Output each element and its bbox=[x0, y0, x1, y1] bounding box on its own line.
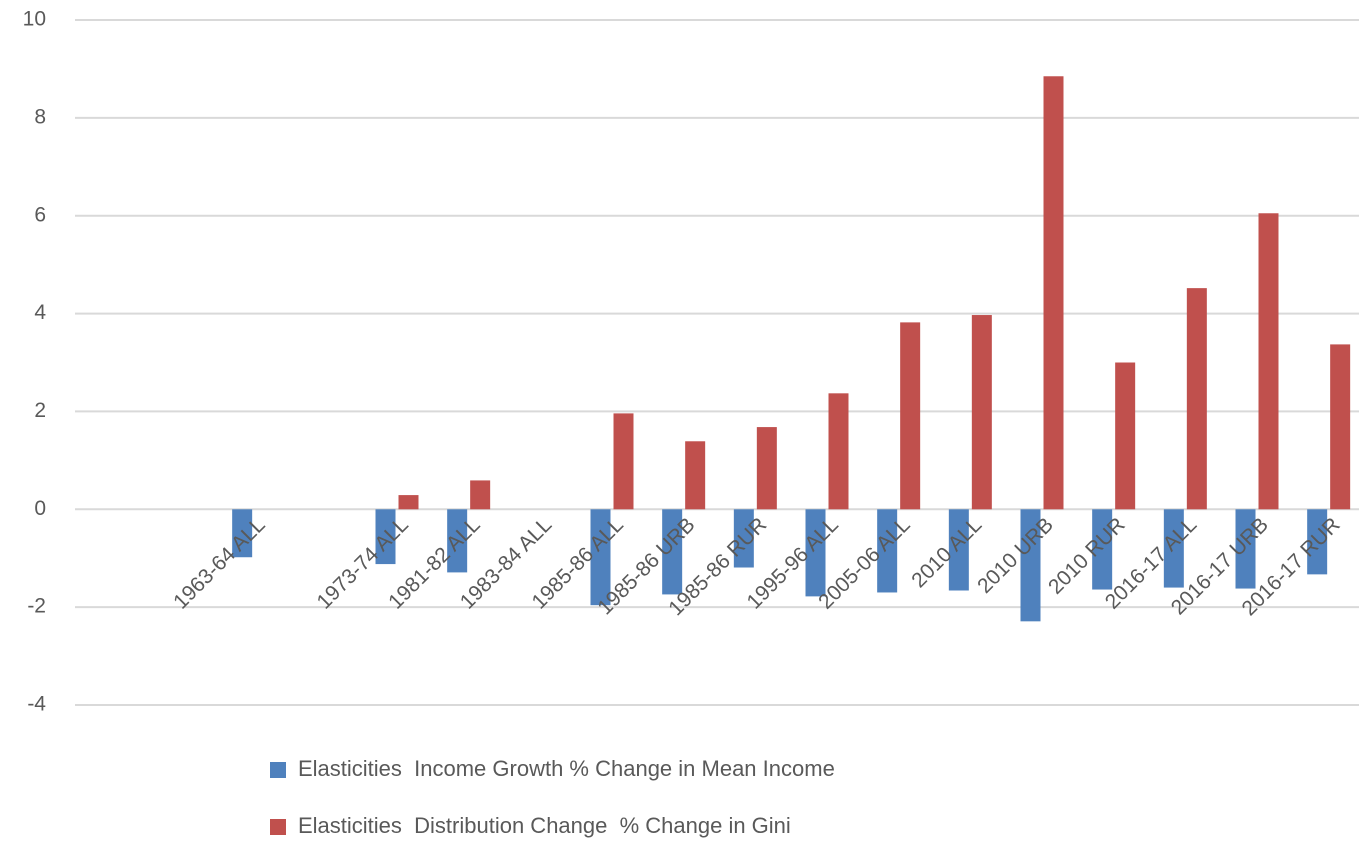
x-tick-label: 2010 URB bbox=[973, 513, 1058, 598]
x-tick-label: 1963-64 ALL bbox=[169, 513, 269, 613]
bar bbox=[1115, 362, 1136, 510]
bar bbox=[1043, 76, 1064, 510]
bar bbox=[1307, 509, 1328, 575]
legend-label: Elasticities Income Growth % Change in M… bbox=[298, 756, 835, 781]
bar bbox=[948, 509, 969, 591]
bar bbox=[662, 509, 683, 595]
bar bbox=[756, 427, 777, 510]
bar bbox=[232, 509, 253, 558]
bar bbox=[828, 393, 849, 510]
y-tick-label: 4 bbox=[34, 301, 46, 324]
bar bbox=[805, 509, 826, 597]
bar bbox=[685, 441, 706, 510]
bar bbox=[398, 495, 419, 510]
bar bbox=[971, 315, 992, 510]
bar bbox=[1330, 344, 1351, 510]
bar bbox=[1235, 509, 1256, 589]
bar bbox=[613, 413, 634, 510]
y-tick-label: 6 bbox=[34, 203, 46, 226]
y-tick-label: 10 bbox=[23, 8, 46, 31]
bar bbox=[1258, 213, 1279, 510]
bar bbox=[375, 509, 396, 565]
bar bbox=[900, 322, 921, 510]
y-tick-label: -4 bbox=[27, 693, 46, 716]
bar bbox=[1186, 288, 1207, 510]
y-tick-label: -2 bbox=[27, 595, 46, 618]
bar bbox=[877, 509, 898, 593]
bar bbox=[590, 509, 611, 606]
bar bbox=[447, 509, 468, 573]
y-tick-label: 2 bbox=[34, 399, 46, 422]
y-tick-label: 8 bbox=[34, 105, 46, 128]
bar bbox=[470, 480, 491, 510]
bar bbox=[1020, 509, 1041, 622]
y-tick-label: 0 bbox=[34, 497, 46, 520]
bar bbox=[733, 509, 754, 568]
bar bbox=[1163, 509, 1184, 588]
legend-swatch bbox=[270, 819, 286, 835]
legend-label: Elasticities Distribution Change % Chang… bbox=[298, 813, 791, 838]
legend-swatch bbox=[270, 762, 286, 778]
bar bbox=[1092, 509, 1113, 590]
